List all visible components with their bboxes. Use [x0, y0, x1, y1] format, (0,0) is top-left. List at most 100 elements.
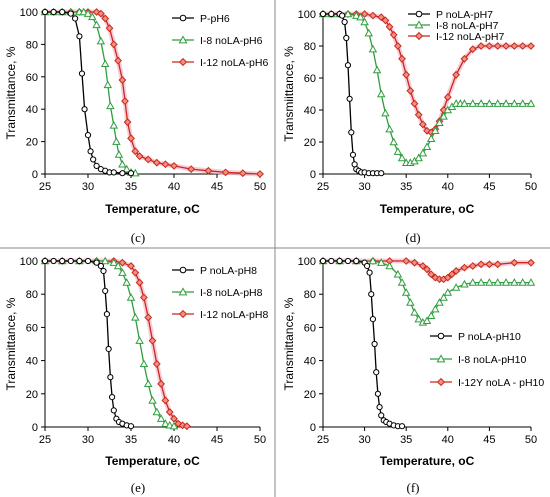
y-tick-label: 20	[26, 389, 38, 401]
x-axis-label-text: Temperature,	[380, 454, 458, 468]
data-point	[105, 24, 114, 33]
legend-label: I-12 noLA-pH6	[200, 57, 268, 69]
panel-label: (f)	[407, 480, 420, 495]
data-point	[435, 118, 444, 127]
data-point	[460, 99, 469, 107]
panel-label: (d)	[405, 230, 420, 245]
data-point	[477, 42, 485, 50]
x-tick-label: 35	[125, 181, 137, 193]
data-point	[422, 142, 432, 151]
data-point	[97, 262, 105, 270]
data-point	[393, 42, 402, 50]
x-axis-label: Temperature, oC	[105, 454, 200, 468]
data-point	[143, 379, 153, 388]
data-point	[92, 8, 101, 16]
data-point	[452, 267, 461, 275]
data-point	[476, 99, 486, 107]
data-point	[114, 150, 124, 158]
data-point	[452, 70, 461, 79]
data-point	[148, 336, 157, 345]
data-point	[110, 407, 117, 414]
data-point	[518, 99, 527, 107]
data-point	[518, 42, 527, 50]
data-point	[349, 151, 357, 158]
x-axis-label-text: Temperature,	[105, 202, 183, 216]
data-point	[328, 257, 335, 265]
panel-label: (c)	[131, 230, 145, 245]
data-point	[127, 423, 135, 430]
y-tick-label: 100	[298, 9, 316, 21]
data-point	[93, 162, 100, 169]
data-point	[319, 10, 327, 18]
data-point	[76, 257, 83, 265]
data-point	[422, 316, 432, 324]
x-tick-label: 35	[125, 434, 137, 446]
x-axis-label: Temperature, oC	[380, 454, 475, 468]
chart-f: 25 30 35 40 45 50 0 20 40 60 80 100 Transmittance, %…	[282, 256, 544, 495]
data-point	[468, 262, 477, 270]
data-point	[344, 62, 352, 69]
data-point	[376, 258, 386, 266]
data-point	[139, 359, 149, 368]
data-point	[135, 152, 144, 161]
data-point	[369, 11, 377, 20]
y-axis-label: Transmittance, %	[282, 297, 296, 390]
legend-item: I-12 noLA-pH6	[172, 57, 268, 69]
data-point	[126, 293, 136, 301]
data-point	[135, 336, 144, 344]
y-tick-label: 20	[304, 137, 316, 149]
legend-item: P noLA-pH7	[408, 9, 493, 21]
data-point	[393, 269, 403, 278]
data-point	[67, 10, 74, 17]
x-tick-label: 40	[168, 181, 180, 193]
data-point	[118, 159, 127, 168]
data-point	[182, 422, 191, 431]
data-point	[485, 42, 494, 50]
legend-label: I-8 noLA-pH6	[200, 35, 263, 47]
x-tick-label: 45	[211, 434, 223, 446]
data-point	[100, 59, 110, 68]
series-e-1	[40, 256, 179, 430]
legend-item: I-8 noLA-pH8	[172, 287, 263, 299]
legend-swatch-marker	[178, 309, 188, 319]
data-point	[148, 396, 157, 404]
x-tick-label: 50	[525, 434, 537, 446]
data-point	[368, 256, 378, 265]
x-axis-label-unit: oC	[458, 454, 474, 468]
data-point	[410, 258, 419, 267]
y-tick-label: 100	[20, 7, 38, 19]
data-point	[418, 148, 428, 157]
data-point	[50, 8, 57, 16]
data-point	[139, 293, 148, 302]
data-point	[378, 170, 385, 177]
data-point	[448, 270, 456, 279]
data-point	[118, 76, 127, 84]
data-point	[368, 44, 378, 53]
data-point	[389, 30, 398, 39]
x-tick-label: 50	[254, 434, 266, 446]
x-tick-label: 45	[483, 181, 495, 193]
data-point	[402, 70, 411, 79]
data-point	[485, 278, 494, 286]
data-point	[343, 9, 353, 18]
data-point	[161, 160, 170, 169]
legend-swatch-marker	[436, 377, 446, 387]
legend: P noLA-pH10 I-8 noLA-pH10 I-12Y noLA - pH1…	[430, 331, 544, 389]
legend-item: P noLA-pH10	[430, 331, 521, 343]
data-point	[414, 110, 423, 119]
series-c-0	[41, 8, 135, 177]
data-point	[90, 156, 97, 163]
data-point	[67, 257, 74, 265]
data-point	[402, 257, 411, 265]
data-point	[414, 153, 423, 162]
y-tick-label: 20	[26, 137, 38, 149]
data-point	[170, 161, 178, 170]
x-tick-label: 30	[358, 434, 370, 446]
legend-swatch-marker	[178, 57, 188, 67]
data-point	[144, 155, 153, 164]
data-point	[476, 278, 486, 286]
data-point	[468, 45, 477, 54]
x-axis-label: Temperature, oC	[105, 202, 200, 216]
data-point	[109, 258, 119, 266]
series-e-0	[41, 257, 135, 430]
